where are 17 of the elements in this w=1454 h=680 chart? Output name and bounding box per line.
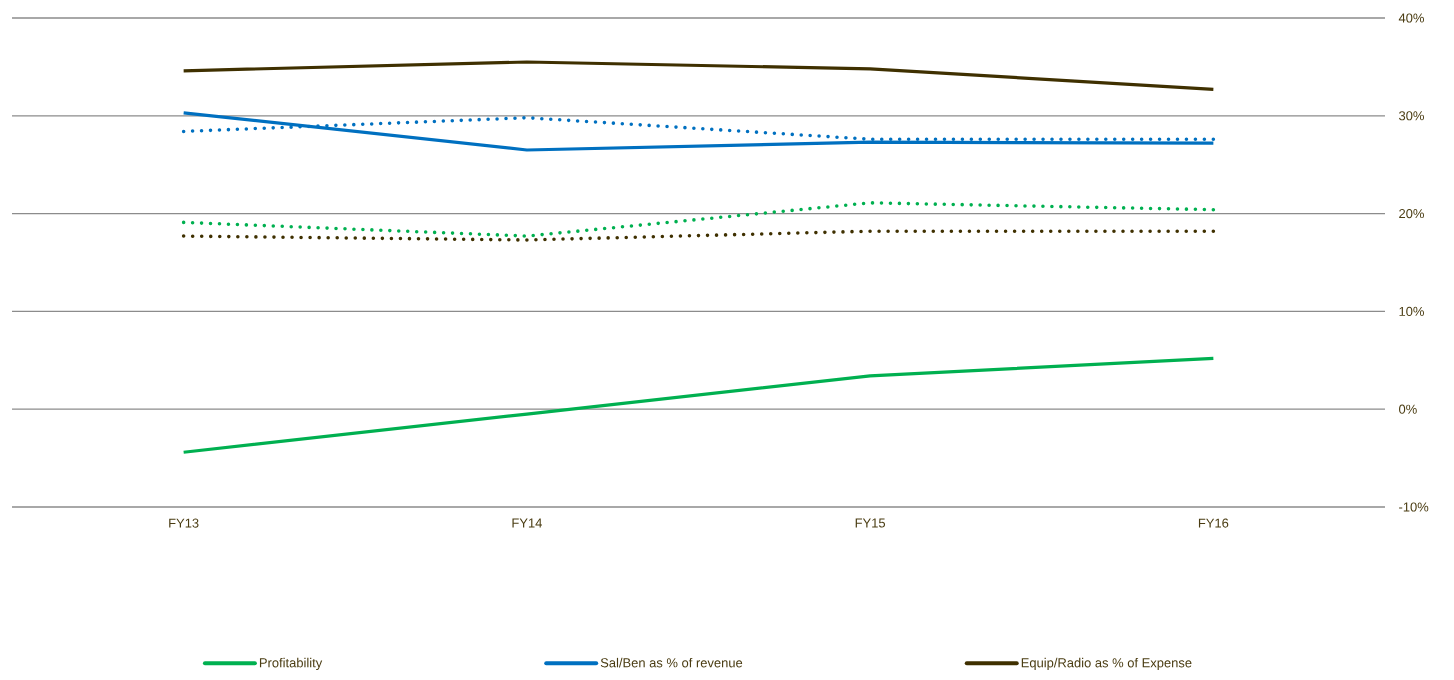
x-tick-label: FY14 [512, 518, 542, 528]
x-tick-label: FY16 [1198, 518, 1229, 528]
y-tick-label: 30% [1399, 111, 1424, 121]
line-series [182, 60, 1215, 91]
line-series [181, 201, 1216, 238]
line-series [182, 356, 1215, 454]
y-tick-label: 0% [1399, 404, 1417, 414]
line-series [182, 111, 1215, 152]
y-tick-label: -10% [1399, 502, 1429, 512]
x-tick-label: FY13 [169, 518, 199, 528]
y-tick-label: 20% [1399, 209, 1424, 219]
y-tick-label: 40% [1398, 13, 1424, 23]
legend-label: Sal/Ben as % of revenue [600, 657, 743, 668]
y-tick-label: 10% [1399, 306, 1424, 316]
legend-label: Equip/Radio as % of Expense [1021, 657, 1192, 670]
x-tick-label: FY15 [855, 518, 886, 528]
legend-label: Profitability [259, 657, 323, 670]
